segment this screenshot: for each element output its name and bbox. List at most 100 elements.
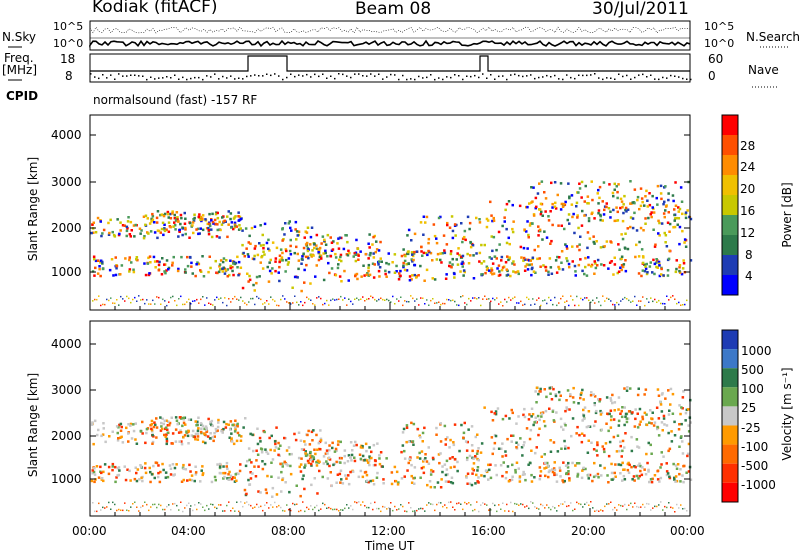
power-echo-cell [556,255,559,259]
velocity-echo-cell [476,449,479,453]
velocity-echo-cell [329,471,332,474]
power-echo-cell [540,180,544,183]
power-echo-cell [398,300,400,302]
velocity-echo-cell [664,505,666,508]
velocity-echo-cell [626,468,630,472]
velocity-echo-cell [284,510,286,512]
station-title: Kodiak (fitACF) [92,0,218,17]
velocity-echo-cell [366,506,368,509]
velocity-echo-cell [422,460,425,463]
velocity-echo-cell [153,421,156,424]
velocity-echo-cell [637,477,640,480]
power-echo-cell [441,252,444,255]
velocity-echo-cell [168,421,172,425]
power-echo-cell [411,274,414,277]
power-echo-cell [508,256,511,259]
velocity-echo-cell [578,502,580,505]
velocity-echo-cell [640,506,642,508]
power-echo-cell [570,194,574,197]
velocity-echo-cell [576,425,579,429]
nave-point [338,73,340,75]
nave-point [622,75,624,78]
velocity-echo-cell [630,465,633,469]
power-echo-cell [209,266,212,270]
velocity-echo-cell [364,470,368,474]
velocity-echo-cell [343,454,346,458]
power-echo-cell [684,245,688,248]
power-echo-cell [402,248,405,251]
velocity-echo-cell [301,477,304,481]
velocity-echo-cell [311,460,314,463]
velocity-echo-cell [605,396,609,399]
power-echo-cell [327,261,330,265]
velocity-echo-cell [292,502,294,505]
velocity-echo-cell [184,423,187,426]
velocity-echo-cell [420,466,424,470]
power-echo-cell [322,252,325,255]
power-echo-cell [288,302,290,304]
power-echo-cell [178,228,181,232]
velocity-echo-cell [212,439,215,443]
velocity-echo-cell [271,486,275,490]
power-echo-cell [411,254,415,258]
power-echo-cell [581,209,584,213]
power-echo-cell [268,303,270,305]
power-echo-cell [288,249,292,253]
power-echo-cell [297,267,300,271]
power-echo-cell [278,258,282,262]
velocity-colorbar-swatch [722,406,738,426]
velocity-echo-cell [368,456,372,460]
power-echo-cell [346,304,348,306]
velocity-echo-cell [588,425,592,428]
nave-point [122,75,124,77]
velocity-echo-cell [97,476,101,479]
freq-trace [90,55,690,72]
power-echo-cell [102,303,104,306]
velocity-echo-cell [255,459,258,462]
power-echo-cell [484,271,487,275]
velocity-echo-cell [128,469,131,473]
velocity-echo-cell [543,453,546,456]
velocity-echo-cell [200,469,203,472]
power-echo-cell [516,302,518,304]
velocity-echo-cell [201,424,205,428]
power-echo-cell [193,213,196,216]
power-echo-cell [645,189,648,193]
velocity-echo-cell [168,464,172,467]
velocity-echo-cell [256,427,259,430]
velocity-echo-cell [670,430,673,433]
power-echo-cell [344,234,347,237]
velocity-echo-cell [418,457,422,460]
velocity-echo-cell [679,480,682,483]
velocity-echo-cell [453,458,457,461]
power-echo-cell [262,250,265,253]
power-echo-cell [301,255,304,258]
power-echo-cell [358,299,360,301]
power-echo-cell [127,216,130,219]
velocity-echo-cell [559,394,562,397]
power-echo-cell [622,203,625,206]
power-echo-cell [406,234,409,237]
velocity-echo-cell [572,509,574,512]
power-echo-cell [461,254,465,258]
nave-point [482,73,484,75]
velocity-echo-cell [322,455,326,458]
velocity-echo-cell [466,482,469,485]
power-echo-cell [367,269,370,273]
velocity-echo-cell [564,501,566,503]
velocity-echo-cell [574,508,576,510]
power-echo-cell [246,272,249,275]
power-cbar-tick-2: 20 [740,182,756,196]
power-echo-cell [318,246,322,250]
power-echo-cell [435,237,438,240]
power-echo-cell [173,224,177,227]
velocity-echo-cell [592,507,594,509]
velocity-echo-cell [466,456,469,460]
velocity-echo-cell [260,451,264,454]
nave-tick-bottom: 0 [708,69,716,83]
velocity-echo-cell [168,504,170,506]
nave-point [142,75,144,77]
power-echo-cell [550,299,552,301]
power-echo-cell [298,304,300,306]
power-echo-cell [385,261,388,265]
